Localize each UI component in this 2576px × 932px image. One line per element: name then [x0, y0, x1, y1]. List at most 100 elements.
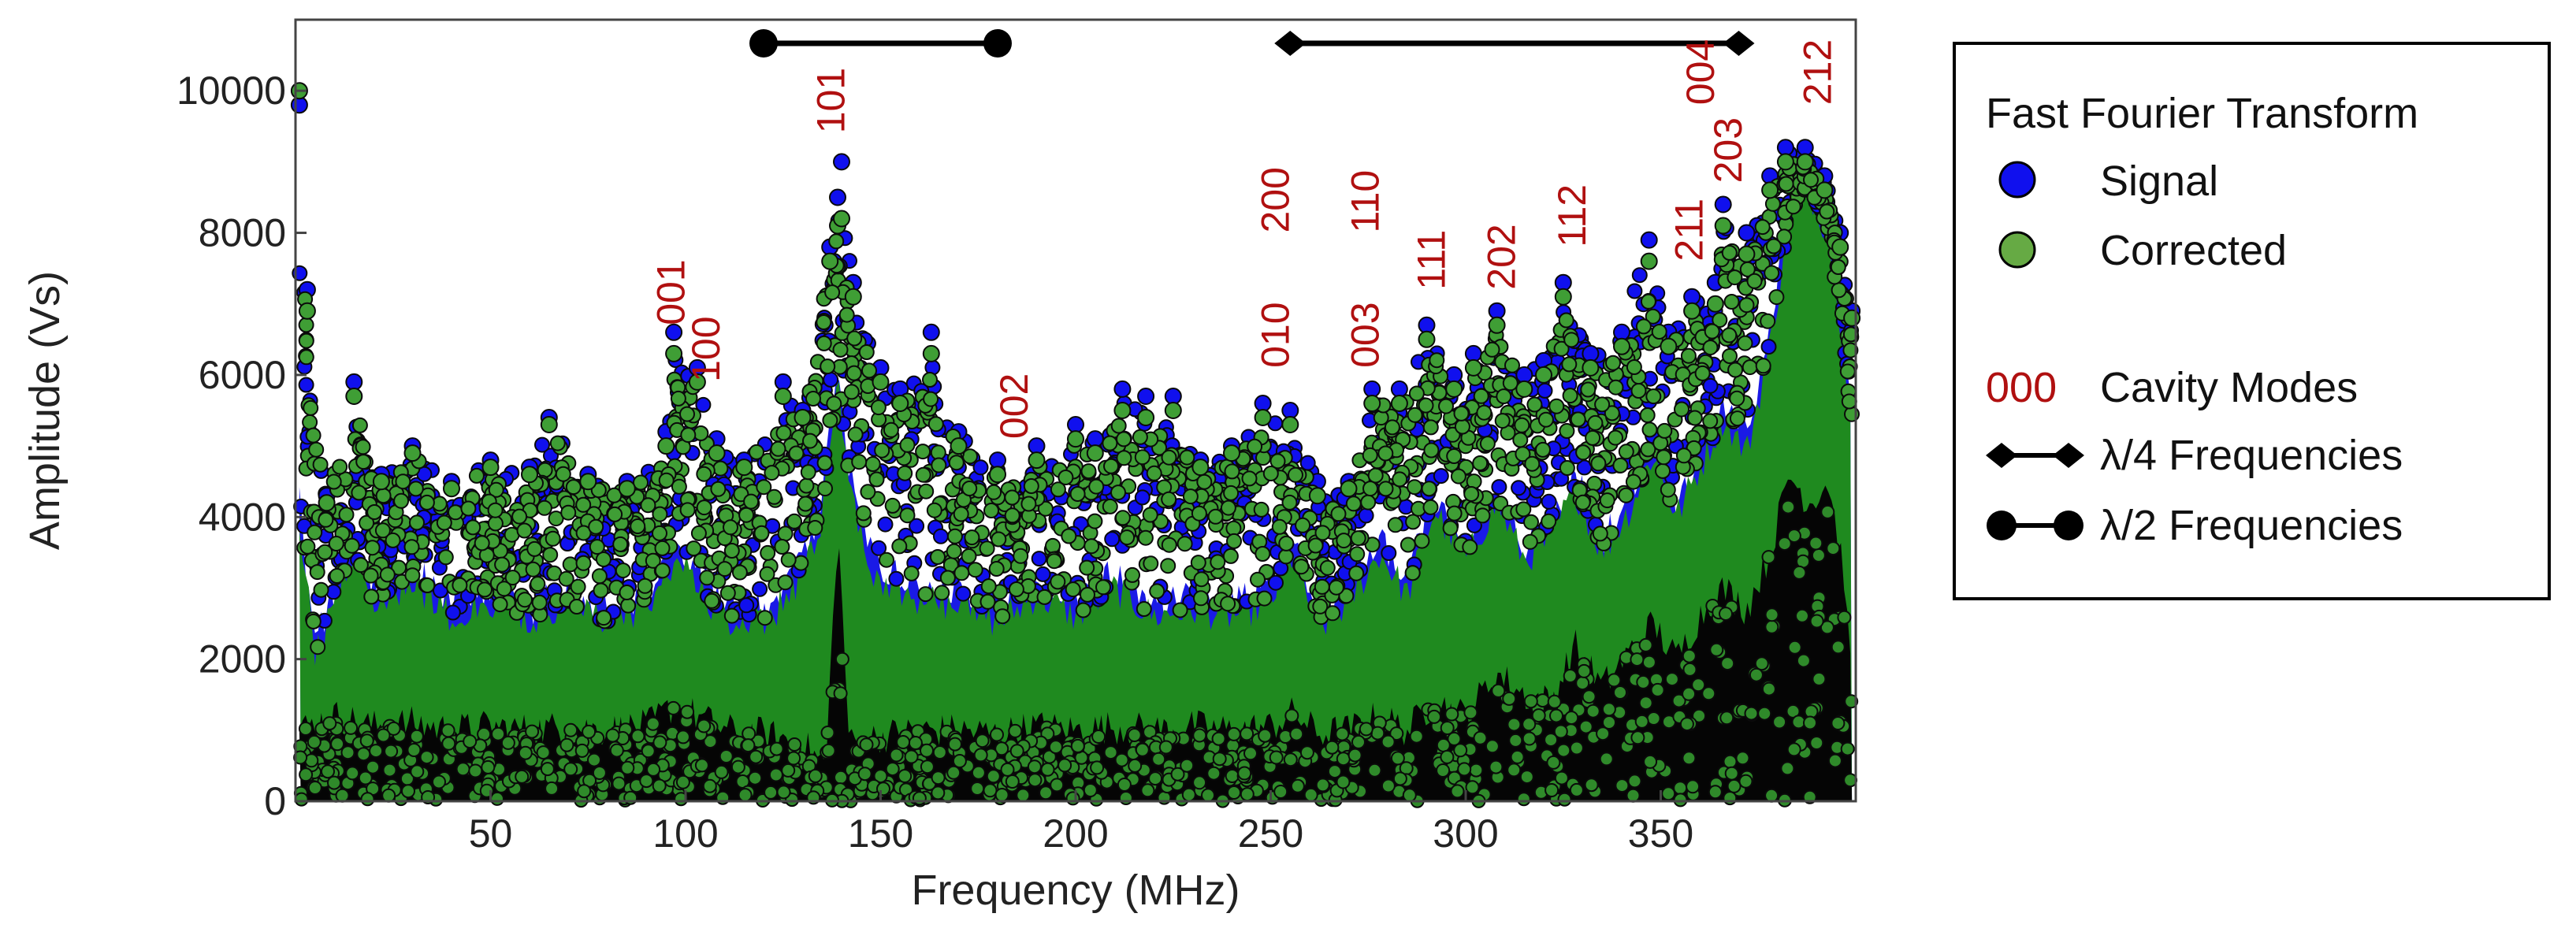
data-point — [577, 784, 592, 799]
data-point — [1557, 792, 1572, 807]
data-point — [1760, 313, 1776, 329]
data-point — [369, 744, 384, 759]
peak-point — [989, 466, 1006, 484]
data-point — [1608, 429, 1623, 446]
data-point — [1223, 485, 1240, 501]
data-point — [1465, 780, 1480, 795]
data-point — [1537, 411, 1554, 428]
data-point — [1087, 513, 1103, 529]
data-point — [1193, 571, 1210, 588]
mode-label-211: 211 — [1667, 199, 1711, 262]
data-point — [468, 467, 485, 484]
peak-point — [1028, 451, 1046, 470]
data-point — [1612, 457, 1629, 473]
data-point — [549, 435, 566, 451]
half-wave-dot-left-icon — [1987, 511, 2017, 540]
data-point — [1682, 648, 1697, 663]
data-point — [680, 704, 695, 719]
data-point — [404, 567, 421, 584]
data-point — [696, 466, 712, 482]
data-point — [870, 399, 887, 416]
data-point — [1638, 696, 1653, 711]
data-point — [303, 399, 319, 416]
data-point — [1360, 494, 1377, 511]
data-point — [846, 330, 863, 347]
mode-label-200: 200 — [1254, 167, 1298, 232]
peak-point — [844, 288, 862, 306]
data-point — [410, 764, 425, 779]
data-point — [1237, 766, 1252, 781]
data-point — [1222, 548, 1239, 564]
data-point — [1489, 759, 1504, 774]
data-point — [731, 564, 748, 581]
data-point — [696, 499, 712, 516]
data-point — [1812, 671, 1827, 686]
peak-point — [922, 344, 940, 362]
data-point — [1050, 778, 1065, 793]
data-point — [340, 745, 355, 760]
data-point — [593, 582, 609, 599]
peak-point — [1223, 444, 1240, 462]
mode-label-004: 004 — [1678, 39, 1723, 105]
data-point — [756, 610, 773, 626]
data-point — [1387, 517, 1403, 533]
data-point — [756, 479, 772, 496]
data-point — [798, 477, 815, 494]
data-point — [1418, 397, 1434, 414]
data-point — [970, 782, 985, 796]
data-point — [562, 556, 578, 573]
data-point — [1349, 546, 1366, 563]
data-point — [1226, 726, 1241, 741]
data-point — [481, 759, 496, 774]
data-point — [742, 726, 756, 741]
range-endpoint-circle-icon — [983, 29, 1012, 58]
peak-point — [1683, 302, 1701, 320]
data-point — [1702, 340, 1719, 356]
data-point — [327, 775, 341, 790]
data-point — [1720, 656, 1735, 671]
data-point — [1574, 494, 1591, 511]
data-point — [879, 551, 894, 568]
data-point — [1450, 468, 1466, 485]
data-point — [302, 414, 318, 430]
data-point — [1702, 413, 1719, 429]
data-point — [859, 737, 874, 752]
data-point — [607, 506, 623, 522]
data-point — [1061, 528, 1077, 544]
data-point — [979, 540, 995, 557]
data-point — [305, 613, 322, 629]
data-point — [946, 528, 963, 544]
peak-point — [579, 473, 597, 491]
data-point — [1422, 419, 1439, 436]
peak-point — [1831, 238, 1849, 256]
data-point — [964, 529, 980, 546]
data-point — [559, 737, 574, 752]
data-point — [823, 371, 839, 388]
data-point — [1576, 459, 1593, 476]
data-point — [1596, 726, 1611, 741]
data-point — [697, 718, 712, 733]
data-point — [496, 581, 512, 597]
data-point — [1639, 407, 1656, 423]
data-point — [1450, 784, 1465, 799]
data-point — [1508, 733, 1523, 748]
data-point — [362, 567, 379, 584]
peak-point — [1582, 358, 1600, 377]
data-point — [1400, 537, 1416, 553]
data-point — [946, 765, 961, 780]
peak-point — [1714, 195, 1732, 214]
data-point — [1760, 339, 1777, 355]
peak-point — [872, 373, 890, 391]
data-point — [1590, 455, 1607, 472]
data-point — [1220, 499, 1236, 516]
peak-point — [708, 444, 726, 462]
peak-point — [821, 252, 839, 270]
data-point — [1643, 754, 1658, 769]
data-point — [926, 502, 942, 518]
peak-point — [1191, 459, 1210, 477]
data-point — [1118, 791, 1133, 805]
data-point — [953, 506, 969, 522]
data-point — [652, 506, 668, 522]
data-point — [312, 456, 329, 473]
data-point — [293, 750, 308, 765]
